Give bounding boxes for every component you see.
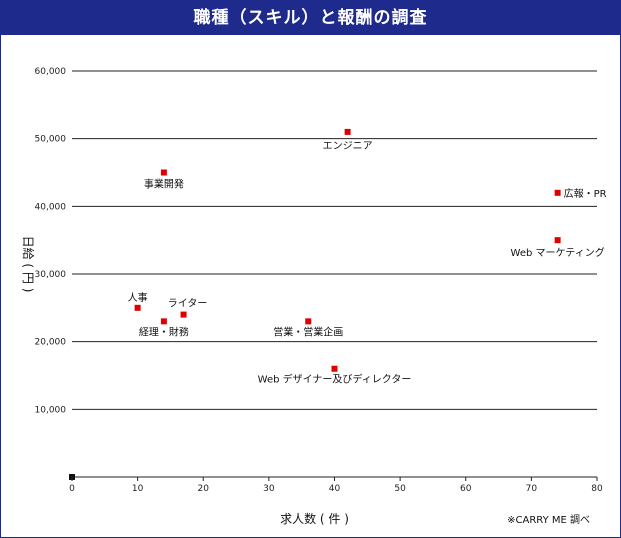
data-point bbox=[344, 128, 351, 135]
data-point bbox=[180, 311, 187, 318]
x-tick-label: 30 bbox=[263, 484, 275, 494]
data-point bbox=[160, 169, 167, 176]
x-tick-label: 50 bbox=[394, 484, 406, 494]
data-point bbox=[305, 318, 312, 325]
y-tick-label: 60,000 bbox=[35, 67, 67, 77]
data-label: Web デザイナー及びディレクター bbox=[258, 373, 412, 386]
x-tick-label: 0 bbox=[69, 484, 75, 494]
source-note: ※CARRY ME 調べ bbox=[507, 513, 590, 526]
data-label: 事業開発 bbox=[144, 178, 184, 191]
x-tick-label: 40 bbox=[329, 484, 341, 494]
data-point bbox=[554, 237, 561, 244]
x-tick-label: 80 bbox=[591, 484, 603, 494]
x-axis-title: 求人数 ( 件 ) bbox=[280, 511, 349, 526]
data-label: 人事 bbox=[128, 291, 148, 304]
data-label: Web マーケティング bbox=[511, 246, 605, 259]
data-label: 経理・財務 bbox=[139, 325, 189, 338]
y-tick-label: 40,000 bbox=[35, 202, 67, 212]
data-label: エンジニア bbox=[323, 141, 373, 152]
data-point bbox=[134, 304, 141, 311]
data-point bbox=[554, 189, 561, 196]
chart-title: 職種（スキル）と報酬の調査 bbox=[1, 1, 620, 35]
x-tick-label: 60 bbox=[460, 484, 472, 494]
y-axis-title: 日給 ( 円 ) bbox=[21, 236, 35, 293]
x-tick-label: 20 bbox=[198, 484, 210, 494]
data-label: 広報・PR bbox=[564, 187, 607, 200]
y-tick-label: 20,000 bbox=[35, 338, 67, 348]
y-tick-label: 30,000 bbox=[35, 270, 67, 280]
data-label: ライター bbox=[168, 298, 208, 310]
y-tick-label: 50,000 bbox=[35, 135, 67, 145]
y-tick-label: 10,000 bbox=[35, 405, 67, 415]
x-tick-label: 70 bbox=[526, 484, 538, 494]
data-point bbox=[160, 318, 167, 325]
x-tick-label: 10 bbox=[132, 484, 144, 494]
data-point bbox=[331, 365, 338, 372]
data-label: 営業・営業企画 bbox=[273, 325, 343, 338]
